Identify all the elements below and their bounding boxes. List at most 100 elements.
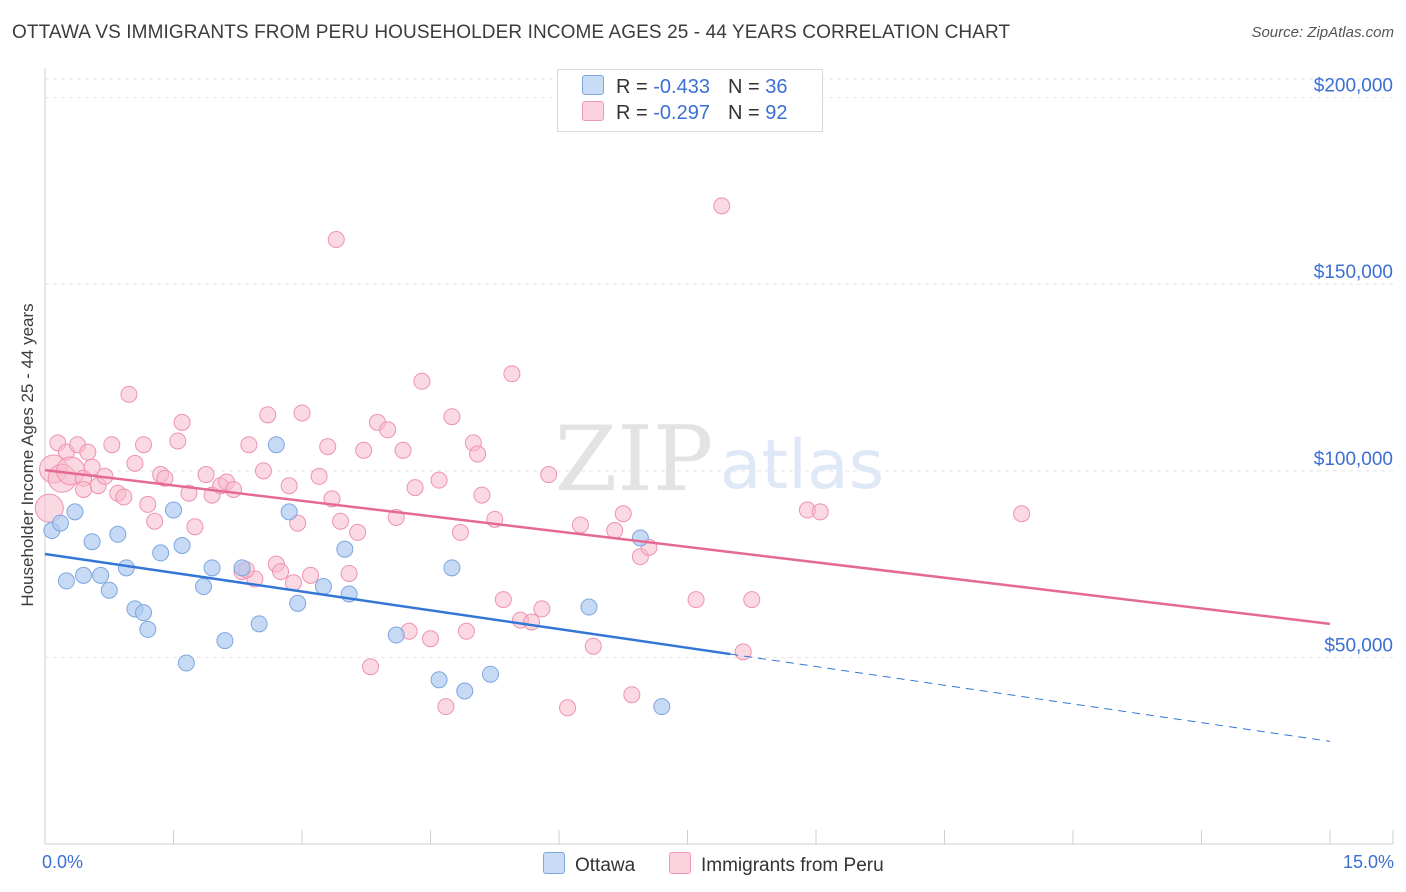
- ottawa-point: [92, 566, 110, 584]
- peru-point: [469, 445, 487, 463]
- source-label: Source: ZipAtlas.com: [1251, 24, 1394, 41]
- bottom-legend-swatch-peru: [669, 852, 691, 874]
- ottawa-point: [66, 503, 84, 521]
- watermark-atlas: atlas: [720, 426, 884, 505]
- correlation-legend: R = -0.433 N = 36 R = -0.297 N = 92: [557, 69, 823, 132]
- y-axis-label: Householder Income Ages 25 - 44 years: [18, 303, 37, 607]
- peru-point: [451, 523, 469, 541]
- peru-point: [146, 512, 164, 530]
- peru-point: [430, 471, 448, 489]
- peru-point: [259, 406, 277, 424]
- ottawa-point: [430, 671, 448, 689]
- peru-point: [126, 454, 144, 472]
- peru-point: [713, 197, 731, 215]
- y-tick-labels: $50,000 $100,000 $150,000 $200,000: [1314, 76, 1393, 657]
- ottawa-point: [336, 540, 354, 558]
- peru-point: [355, 441, 373, 459]
- peru-point: [540, 466, 558, 484]
- peru-point: [79, 443, 97, 461]
- peru-point: [503, 365, 521, 383]
- peru-point: [559, 699, 577, 717]
- watermark: ZIP atlas: [555, 407, 884, 512]
- peru-point: [156, 469, 174, 487]
- chart-title: OTTAWA VS IMMIGRANTS FROM PERU HOUSEHOLD…: [12, 22, 1011, 43]
- peru-point: [533, 600, 551, 618]
- peru-point: [120, 385, 138, 403]
- y-tick-label: $100,000: [1314, 449, 1393, 470]
- legend-row-ottawa: R = -0.433 N = 36: [582, 75, 787, 101]
- peru-point: [457, 622, 475, 640]
- peru-point: [135, 436, 153, 454]
- y-tick-label: $200,000: [1314, 76, 1393, 97]
- ottawa-point: [456, 682, 474, 700]
- peru-point: [224, 480, 242, 498]
- peru-point: [687, 591, 705, 609]
- peru-point: [413, 372, 431, 390]
- ottawa-point: [280, 503, 298, 521]
- ottawa-point: [51, 514, 69, 532]
- ottawa-point: [314, 578, 332, 596]
- ottawa-point: [139, 620, 157, 638]
- ottawa-points: [43, 436, 671, 716]
- ottawa-point: [267, 436, 285, 454]
- peru-point: [75, 480, 93, 498]
- peru-point: [523, 613, 541, 631]
- legend-n-value-peru: 92: [765, 102, 788, 124]
- peru-point: [473, 486, 491, 504]
- watermark-zip: ZIP: [555, 407, 714, 512]
- peru-point: [34, 493, 64, 523]
- ottawa-point: [443, 559, 461, 577]
- peru-point: [139, 495, 157, 513]
- peru-point: [173, 413, 191, 431]
- peru-point: [103, 436, 121, 454]
- ottawa-trend-line: [44, 552, 731, 656]
- peru-point: [443, 408, 461, 426]
- legend-row-peru: R = -0.297 N = 92: [582, 101, 787, 127]
- ottawa-point: [165, 501, 182, 519]
- ottawa-point: [75, 566, 93, 584]
- ottawa-point: [177, 654, 195, 672]
- peru-point: [115, 488, 133, 506]
- peru-point: [623, 686, 641, 704]
- ottawa-point: [233, 559, 251, 577]
- legend-swatch-peru: [582, 101, 604, 121]
- peru-point: [197, 466, 215, 484]
- peru-point: [319, 438, 337, 456]
- peru-point: [584, 637, 602, 655]
- peru-point: [240, 436, 258, 454]
- peru-point: [293, 404, 311, 422]
- peru-point: [1013, 505, 1031, 523]
- peru-point: [310, 467, 328, 485]
- bottom-legend-swatch-ottawa: [543, 852, 565, 874]
- ottawa-point: [216, 632, 234, 650]
- x-tick-label-min: 0.0%: [42, 852, 84, 872]
- x-tick-label-max: 15.0%: [1342, 852, 1394, 872]
- ottawa-point: [289, 594, 307, 612]
- peru-point: [254, 462, 272, 480]
- peru-points: [34, 197, 1031, 717]
- legend-r-value-peru: -0.297: [653, 102, 710, 124]
- peru-point: [734, 643, 752, 661]
- legend-swatch-ottawa: [582, 75, 604, 95]
- peru-point: [327, 230, 345, 248]
- peru-point: [606, 522, 624, 540]
- bottom-legend-peru: Immigrants from Peru: [669, 852, 884, 877]
- ottawa-point: [109, 525, 127, 543]
- peru-point: [743, 591, 761, 609]
- bottom-legend-ottawa: Ottawa: [543, 852, 635, 877]
- ottawa-point: [387, 626, 405, 644]
- peru-point: [272, 563, 290, 581]
- peru-point: [186, 518, 204, 536]
- peru-point: [302, 566, 320, 584]
- peru-point: [340, 564, 358, 582]
- peru-point: [379, 421, 397, 439]
- y-tick-label: $150,000: [1314, 262, 1393, 283]
- ottawa-point: [83, 533, 101, 551]
- peru-point: [437, 698, 455, 716]
- peru-point: [332, 512, 350, 530]
- peru-point: [289, 514, 307, 532]
- ottawa-point: [173, 536, 191, 554]
- ottawa-point: [580, 598, 598, 616]
- peru-point: [614, 505, 632, 523]
